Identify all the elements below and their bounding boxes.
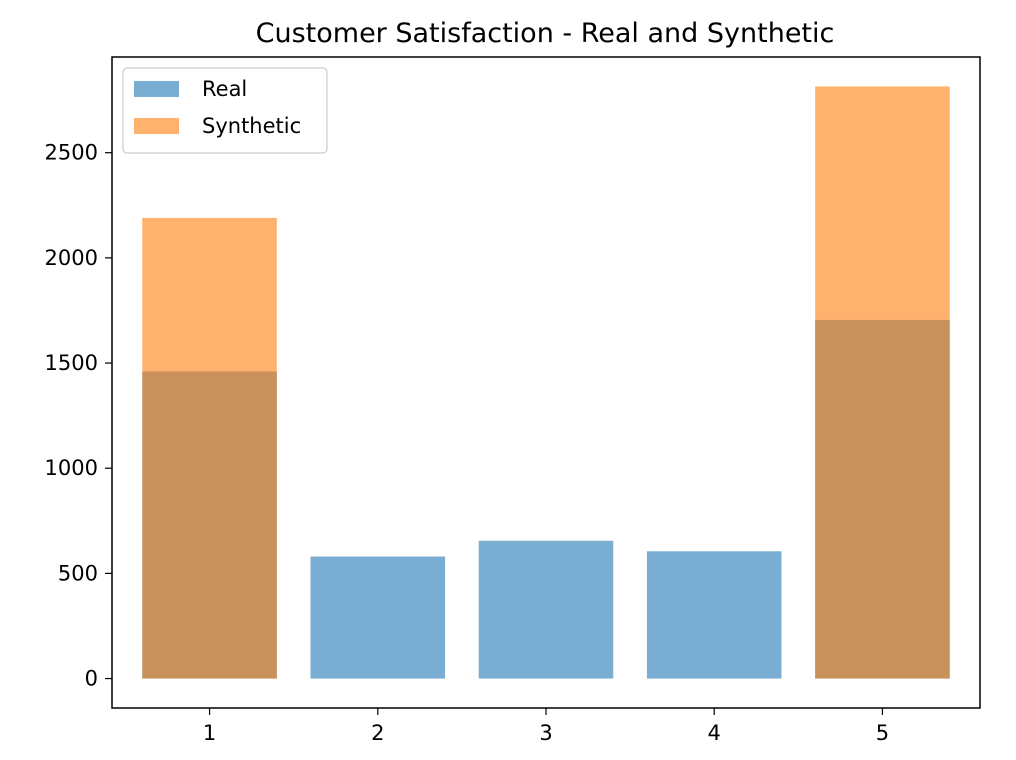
legend: Real Synthetic bbox=[122, 67, 328, 154]
x-axis: 1 2 3 4 5 bbox=[203, 708, 889, 745]
y-tick-label-500: 500 bbox=[58, 561, 98, 585]
legend-swatch-real bbox=[134, 81, 179, 97]
legend-label-synthetic: Synthetic bbox=[202, 114, 301, 138]
x-tick-label-2: 2 bbox=[371, 721, 384, 745]
legend-swatch-synthetic bbox=[134, 118, 179, 134]
bar-synthetic-5 bbox=[815, 86, 950, 679]
x-tick-label-5: 5 bbox=[876, 721, 889, 745]
y-tick-label-2500: 2500 bbox=[45, 141, 98, 165]
bar-real-4 bbox=[646, 551, 782, 679]
bar-synthetic-1 bbox=[142, 217, 277, 679]
chart-title: Customer Satisfaction - Real and Synthet… bbox=[256, 18, 835, 49]
x-tick-label-3: 3 bbox=[539, 721, 552, 745]
bar-real-2 bbox=[310, 556, 446, 679]
y-axis: 0 500 1000 1500 2000 2500 bbox=[45, 141, 112, 691]
x-tick-label-4: 4 bbox=[708, 721, 721, 745]
legend-label-real: Real bbox=[202, 77, 247, 101]
y-tick-label-0: 0 bbox=[85, 667, 98, 691]
y-tick-label-1500: 1500 bbox=[45, 351, 98, 375]
y-tick-label-2000: 2000 bbox=[45, 246, 98, 270]
x-tick-label-1: 1 bbox=[203, 721, 216, 745]
y-tick-label-1000: 1000 bbox=[45, 456, 98, 480]
bar-real-3 bbox=[478, 540, 614, 679]
bars-layer bbox=[142, 86, 950, 679]
